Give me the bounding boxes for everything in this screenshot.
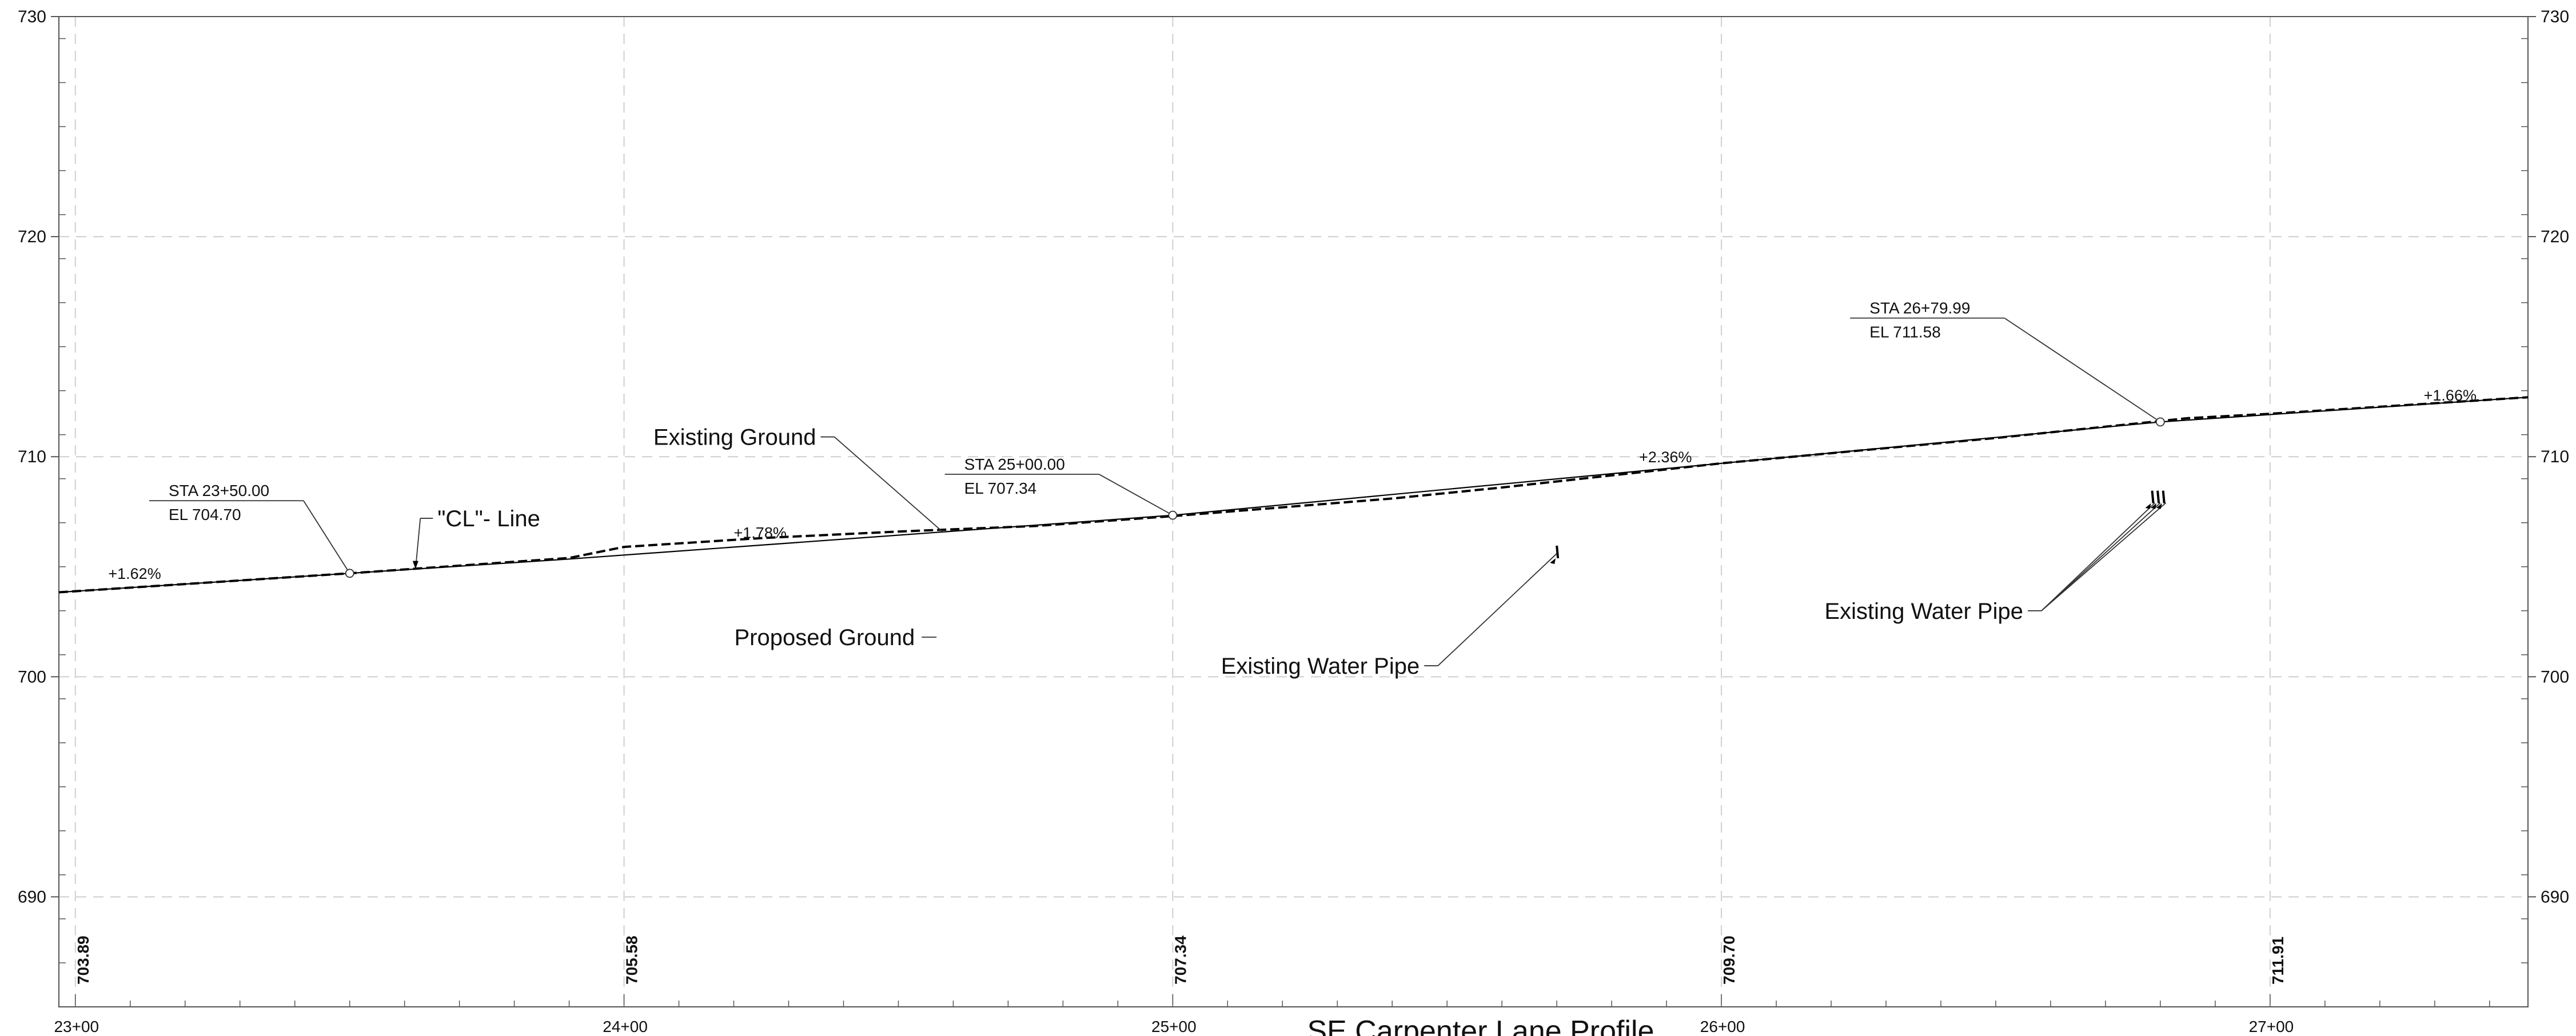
station-callout-leader <box>303 500 350 574</box>
water-pipe-arrowhead <box>2151 503 2157 509</box>
station-tick-label: 24+00 <box>603 1018 648 1035</box>
drawing-title: SE Carpenter Lane Profile <box>1307 1015 1654 1036</box>
elevation-tick-label: 730 <box>2541 7 2569 26</box>
station-elevation-label: 709.70 <box>1720 935 1738 985</box>
station-tick-label: 23+00 <box>54 1018 99 1035</box>
elevation-tick-label: 720 <box>18 227 46 246</box>
grade-label: +2.36% <box>1639 449 1692 466</box>
water-pipe-arrowhead <box>2145 503 2151 509</box>
callout-label: Existing Water Pipe <box>1824 599 2023 624</box>
station-callout-text: EL 704.70 <box>169 506 241 523</box>
water-pipes <box>1550 490 2166 564</box>
callout-label: Proposed Ground <box>734 625 915 650</box>
callout-leader <box>1437 553 1557 666</box>
callout-leader <box>834 436 943 532</box>
elevation-axis-left: 690 700 710 720 730 <box>18 7 59 906</box>
station-axis: 23+00 24+00 25+00 26+00 27+00 <box>54 1018 2294 1035</box>
station-elevation-label: 711.91 <box>2269 937 2287 985</box>
station-callout-text: EL 707.34 <box>964 479 1037 497</box>
callout-arrowhead <box>412 561 418 569</box>
callout-leader <box>2041 502 2167 611</box>
grade-label: +1.62% <box>108 565 161 582</box>
minor-ticks <box>59 38 2528 1007</box>
elevation-tick-label: 730 <box>18 7 46 26</box>
station-marker <box>2155 417 2165 427</box>
station-callout-text: STA 26+79.99 <box>1869 299 1970 317</box>
callout-label: Existing Ground <box>653 425 816 450</box>
station-marker <box>1168 510 1178 520</box>
station-callout-text: STA 23+50.00 <box>169 482 269 499</box>
station-tick-label: 27+00 <box>2249 1018 2294 1035</box>
grade-label: +1.78% <box>734 525 787 542</box>
water-pipe-mark <box>2151 490 2155 503</box>
callout-leader <box>2041 502 2161 611</box>
elevation-tick-label: 710 <box>2541 447 2569 466</box>
station-elevation-label: 707.34 <box>1171 935 1189 985</box>
station-elevation-label: 703.89 <box>74 935 92 985</box>
station-callout-text: EL 711.58 <box>1869 323 1941 341</box>
station-elevation-label: 705.58 <box>623 935 641 985</box>
elevation-tick-label: 690 <box>2541 887 2569 906</box>
water-pipe-mark <box>2162 490 2166 503</box>
station-tick-label: 26+00 <box>1700 1018 1745 1035</box>
station-callout-leader <box>2004 317 2161 423</box>
water-pipe-mark <box>1556 545 1560 559</box>
elevation-tick-label: 720 <box>2541 227 2569 246</box>
station-marker <box>345 569 354 578</box>
station-callout-text: STA 25+00.00 <box>964 455 1065 473</box>
elevation-tick-label: 700 <box>2541 667 2569 686</box>
plot-frame <box>58 16 2529 1007</box>
grade-label: +1.66% <box>2424 387 2477 404</box>
water-pipe-arrowhead <box>2156 503 2162 509</box>
grid-lines <box>59 16 2528 1007</box>
water-pipe-mark <box>2156 490 2160 503</box>
elevation-axis-right: 690 700 710 720 730 <box>2528 7 2569 906</box>
callout-label: "CL"- Line <box>437 506 540 531</box>
elevation-tick-label: 700 <box>18 667 46 686</box>
elevation-tick-label: 710 <box>18 447 46 466</box>
station-callouts: STA 23+50.00 EL 704.70 STA 25+00.00 EL 707.… <box>149 299 2165 578</box>
station-elevation-labels: 703.89 705.58 707.34 709.70 711.91 <box>74 935 2287 985</box>
callout-leader <box>2041 502 2155 611</box>
feature-callouts: "CL"- Line Existing Ground Proposed Ground… <box>412 425 2167 679</box>
callout-label: Existing Water Pipe <box>1221 654 1420 679</box>
station-callout-leader <box>1099 474 1173 516</box>
elevation-tick-label: 690 <box>18 887 46 906</box>
water-pipe-arrowhead <box>1550 558 1556 564</box>
callout-leader <box>414 518 421 569</box>
station-tick-label: 25+00 <box>1151 1018 1197 1035</box>
grade-labels: +1.62% +1.78% +2.36% +1.66% <box>108 387 2477 582</box>
